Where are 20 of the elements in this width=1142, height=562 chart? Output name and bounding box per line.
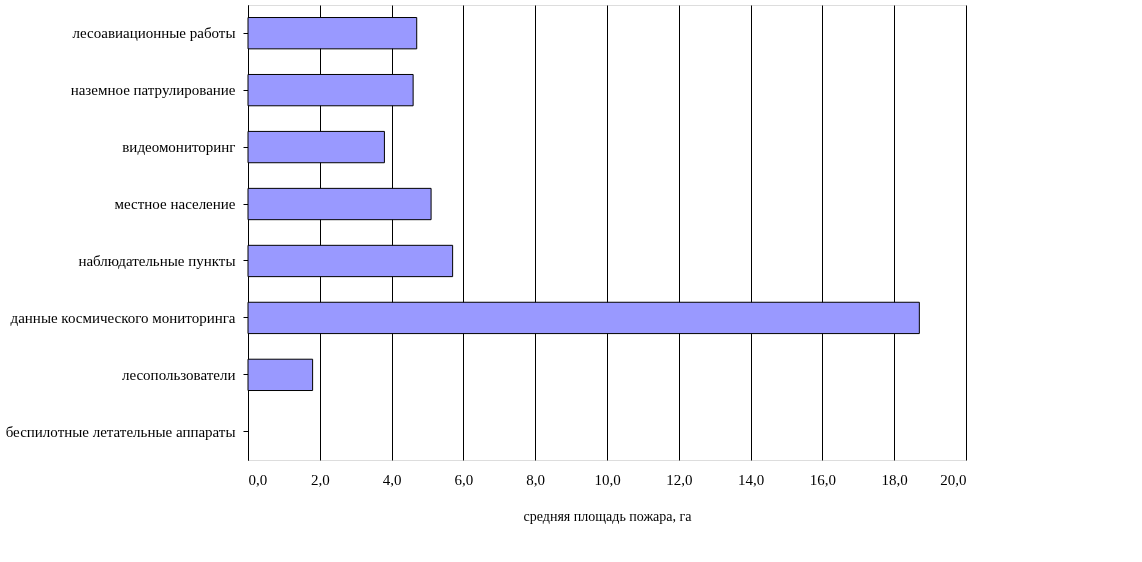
x-tick-label: 10,0	[594, 471, 621, 488]
y-tick-label: местное население	[114, 196, 236, 213]
x-tick-label: 16,0	[809, 471, 837, 488]
y-tick-label: наблюдательные пункты	[78, 252, 236, 269]
y-tick-label: видеомониторинг	[122, 139, 236, 156]
x-tick-label: 12,0	[666, 471, 693, 488]
y-tick-label: лесопользователи	[121, 366, 236, 383]
y-tick-label: беспилотные летательные аппараты	[5, 423, 236, 440]
x-tick-label: 2,0	[310, 471, 330, 488]
x-tick-label: 0,0	[248, 471, 268, 488]
y-tick-label: данные космического мониторинга	[10, 309, 236, 326]
y-tick-label: наземное патрулирование	[70, 82, 236, 99]
x-tick-label: 20,0	[940, 471, 967, 488]
x-tick-label: 6,0	[454, 471, 474, 488]
x-tick-label: 8,0	[526, 471, 546, 488]
x-axis-title: средняя площадь пожара, га	[523, 508, 693, 524]
x-tick-label: 4,0	[382, 471, 402, 488]
y-tick-label: лесоавиационные работы	[72, 25, 236, 42]
x-tick-label: 18,0	[881, 471, 908, 488]
x-tick-label: 14,0	[737, 471, 765, 488]
